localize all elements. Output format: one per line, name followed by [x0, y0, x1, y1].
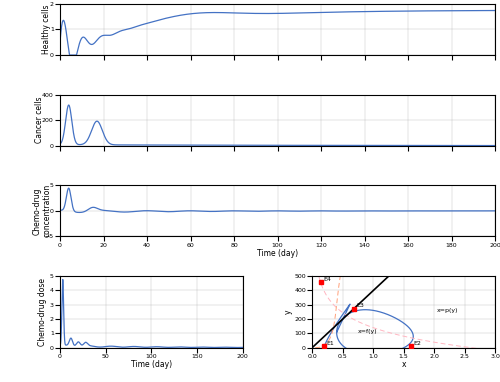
X-axis label: Time (day): Time (day)	[257, 249, 298, 258]
Text: E4: E4	[324, 277, 332, 282]
Y-axis label: Chemo-drug dose: Chemo-drug dose	[38, 278, 47, 346]
Text: x=p(y): x=p(y)	[437, 309, 458, 314]
Text: E1: E1	[326, 342, 334, 346]
X-axis label: Time (day): Time (day)	[131, 360, 172, 369]
Y-axis label: Chemo-drug
concentration: Chemo-drug concentration	[32, 184, 52, 238]
Y-axis label: Healthy cells: Healthy cells	[42, 5, 51, 54]
Text: x=f(y): x=f(y)	[358, 329, 378, 333]
X-axis label: x: x	[402, 360, 406, 369]
Text: E2: E2	[414, 341, 421, 346]
Text: E3: E3	[356, 303, 364, 308]
Y-axis label: y: y	[284, 309, 293, 314]
Y-axis label: Cancer cells: Cancer cells	[34, 97, 43, 143]
